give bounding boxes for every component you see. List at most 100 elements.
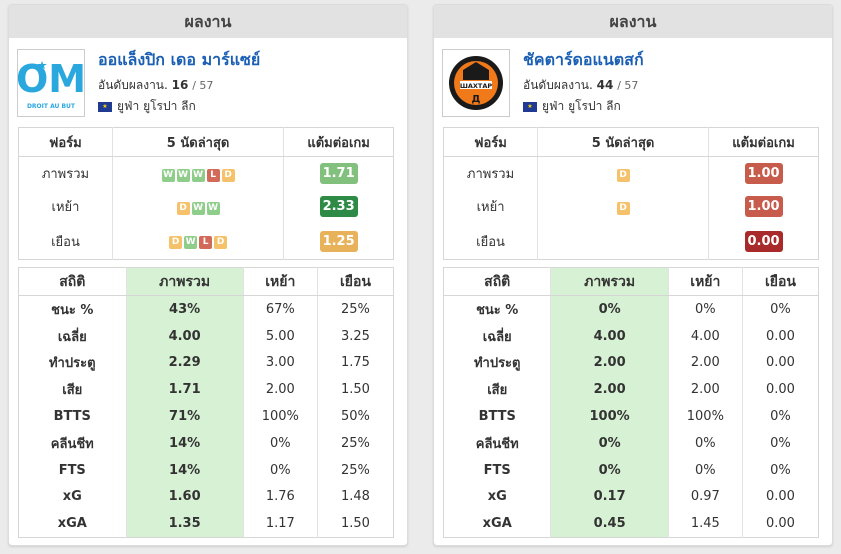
stats-row: เฉลี่ย 4.00 4.00 0.00 [443, 322, 819, 350]
stats-row: เฉลี่ย 4.00 5.00 3.25 [18, 322, 394, 350]
stat-value: 67% [243, 295, 318, 323]
stat-label: BTTS [18, 403, 127, 430]
stat-value: 1.45 [668, 510, 743, 538]
stat-value: 14% [126, 429, 244, 457]
ppg-badge: 0.00 [744, 230, 783, 252]
stat-label: FTS [18, 456, 127, 484]
stats-row: FTS 14% 0% 25% [18, 456, 394, 484]
stat-label: เฉลี่ย [18, 322, 127, 350]
stat-header: สถิติ [18, 267, 127, 296]
overall-header: ภาพรวม [126, 267, 244, 296]
result-pill[interactable]: L [206, 168, 220, 182]
team-info: ШАХТАР Д ชัคตาร์ดอแนตสก์ อันดับผลงาน. 44… [434, 38, 832, 123]
result-pill[interactable]: D [214, 236, 228, 249]
stat-value: 25% [341, 462, 370, 478]
away-header: เยือน [742, 267, 819, 296]
stats-table: สถิติ ภาพรวม เหย้า เยือน ชนะ % 0% 0% 0% เฉลี… [443, 267, 819, 539]
home-header: เหย้า [668, 267, 743, 296]
stat-value: 0% [668, 295, 743, 323]
result-pill[interactable]: D [616, 201, 630, 215]
result-pill[interactable]: D [169, 236, 183, 249]
stats-row: คลีนชีท 14% 0% 25% [18, 429, 394, 457]
stat-value: 0% [770, 462, 791, 478]
ppg-header: แต้มต่อเกม [283, 127, 394, 157]
stat-value: 1.60 [126, 483, 244, 511]
form-pills: D W L D [169, 236, 228, 249]
stat-value: 3.00 [243, 349, 318, 377]
stat-value: 1.76 [243, 483, 318, 511]
stats-row: ทำประตู 2.00 2.00 0.00 [443, 349, 819, 377]
marseille-logo[interactable]: OM DROIT AU BUT [17, 49, 85, 117]
stat-value: 1.71 [126, 376, 244, 404]
stats-row: ทำประตู 2.29 3.00 1.75 [18, 349, 394, 377]
result-pill[interactable]: L [199, 236, 213, 249]
shakhtar-logo[interactable]: ШАХТАР Д [442, 49, 510, 117]
stat-label: ทำประตู [18, 349, 127, 377]
stat-value: 71% [126, 403, 244, 430]
stat-value: 2.00 [550, 349, 669, 377]
stat-label: คลีนชีท [18, 429, 127, 457]
stat-value: 0.00 [765, 516, 795, 532]
form-row-overall: ภาพรวม W W W L D 1.71 [18, 156, 394, 190]
stat-value: 0% [770, 409, 791, 425]
result-pill[interactable]: D [221, 168, 235, 182]
stat-value: 14% [126, 456, 244, 484]
form-pills: W W W L D [161, 168, 235, 182]
stat-value: 2.29 [126, 349, 244, 377]
result-pill[interactable]: D [616, 168, 630, 182]
svg-text:Д: Д [472, 94, 481, 105]
stat-label: xG [18, 483, 127, 511]
last5-header: 5 นัดล่าสุด [112, 127, 285, 157]
result-pill[interactable]: D [176, 201, 190, 215]
competition[interactable]: ★ ยูฟ่า ยูโรปา ลีก [98, 97, 196, 116]
stats-row: xGA 1.35 1.17 1.50 [18, 510, 394, 538]
form-header: ฟอร์ม [443, 127, 539, 157]
ppg-badge: 1.25 [319, 230, 358, 252]
stat-value: 25% [341, 301, 370, 317]
stat-value: 4.00 [668, 322, 743, 350]
ppg-badge: 1.71 [319, 163, 358, 184]
form-row-away: เยือน 0.00 [443, 223, 819, 260]
panel-header: ผลงาน [9, 5, 407, 38]
result-pill[interactable]: W [206, 201, 220, 215]
stat-value: 2.00 [668, 349, 743, 377]
form-pills: D [616, 168, 630, 182]
stat-value: 3.25 [340, 328, 370, 344]
stat-label: เสีย [443, 376, 552, 404]
stat-value: 43% [126, 295, 244, 323]
result-pill[interactable]: W [184, 236, 198, 249]
stat-value: 0% [243, 429, 318, 457]
team-name-link[interactable]: ออแล็งปิก เดอ มาร์แซย์ [98, 50, 261, 69]
result-pill[interactable]: W [176, 168, 190, 182]
stats-row: BTTS 100% 100% 0% [443, 403, 819, 430]
stats-row: BTTS 71% 100% 50% [18, 403, 394, 430]
form-row-home: เหย้า D 1.00 [443, 190, 819, 223]
stat-value: 1.35 [126, 510, 244, 538]
stat-value: 1.17 [243, 510, 318, 538]
competition[interactable]: ★ ยูฟ่า ยูโรปา ลีก [523, 97, 621, 116]
stat-value: 5.00 [243, 322, 318, 350]
stat-value: 100% [668, 403, 743, 430]
result-pill[interactable]: W [161, 168, 175, 182]
overall-header: ภาพรวม [550, 267, 669, 296]
stat-value: 0% [550, 429, 669, 457]
stat-value: 0.17 [550, 483, 669, 511]
last5-header: 5 นัดล่าสุด [537, 127, 710, 157]
stat-value: 2.00 [243, 376, 318, 404]
stat-header: สถิติ [443, 267, 552, 296]
stat-value: 0% [550, 295, 669, 323]
stats-row: ชนะ % 43% 67% 25% [18, 295, 394, 323]
stat-value: 0% [770, 435, 791, 451]
stat-value: 50% [341, 409, 370, 425]
stats-row: เสีย 1.71 2.00 1.50 [18, 376, 394, 404]
form-row-home: เหย้า D W W 2.33 [18, 190, 394, 223]
team-name-link[interactable]: ชัคตาร์ดอแนตสก์ [523, 50, 644, 69]
ppg-badge: 1.00 [744, 196, 783, 217]
result-pill[interactable]: W [191, 168, 205, 182]
stat-label: BTTS [443, 403, 552, 430]
result-pill[interactable]: W [191, 201, 205, 215]
stat-label: FTS [443, 456, 552, 484]
stat-label: xGA [18, 510, 127, 538]
stat-label: ชนะ % [443, 295, 552, 323]
stat-value: 1.75 [340, 355, 370, 371]
